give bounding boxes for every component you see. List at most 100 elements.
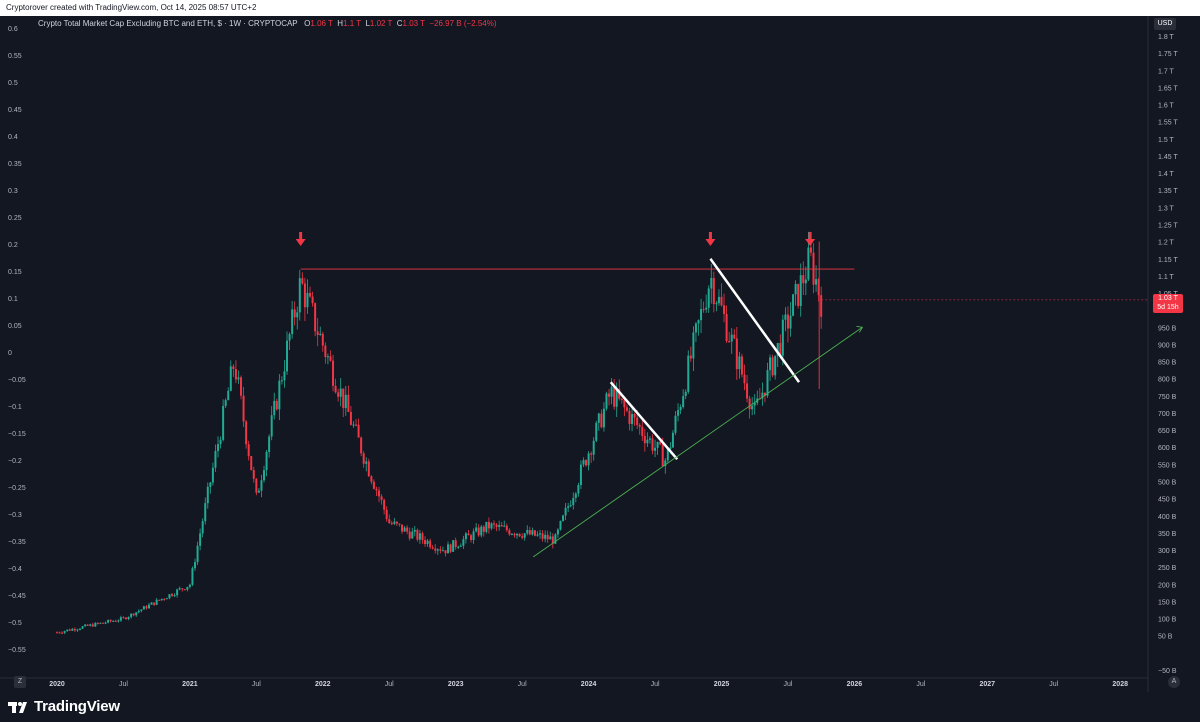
candle-body bbox=[779, 343, 782, 356]
right-tick-label: 400 B bbox=[1158, 514, 1177, 521]
tradingview-brand[interactable]: TradingView bbox=[8, 698, 120, 715]
right-tick-label: 1.6 T bbox=[1158, 103, 1175, 110]
candle-body bbox=[130, 613, 133, 618]
candle-body bbox=[467, 533, 470, 536]
candle-body bbox=[723, 305, 726, 314]
candle-body bbox=[605, 393, 608, 409]
candle-body bbox=[89, 624, 92, 626]
left-tick-label: −0.5 bbox=[8, 620, 22, 627]
low-value: 1.02 T bbox=[369, 19, 393, 28]
candle-body bbox=[431, 547, 434, 549]
candle-body bbox=[137, 610, 140, 613]
candle-body bbox=[63, 631, 66, 633]
candle-body bbox=[339, 388, 342, 397]
candle-body bbox=[720, 296, 723, 306]
candle-body bbox=[242, 395, 245, 422]
candle-body bbox=[265, 451, 268, 471]
candle-body bbox=[403, 527, 406, 532]
left-tick-label: −0.4 bbox=[8, 566, 22, 573]
zoom-button[interactable]: Z bbox=[14, 676, 26, 688]
candle-body bbox=[817, 279, 820, 296]
candle-body bbox=[196, 545, 199, 563]
candle-body bbox=[316, 331, 319, 336]
arrow-head bbox=[295, 239, 306, 246]
close-label: C bbox=[396, 19, 403, 28]
candle-body bbox=[237, 377, 240, 380]
candle-body bbox=[674, 415, 677, 433]
price-chart[interactable]: 0.6 0.55 0.5 0.45 0.4 0.35 0.3 0.25 0.2 0.15 0.1 0.… bbox=[0, 16, 1200, 692]
candle-body bbox=[748, 398, 751, 410]
candle-body bbox=[789, 315, 792, 329]
candle-body bbox=[574, 493, 577, 498]
descending-trendline bbox=[609, 381, 679, 461]
time-tick-label: 2022 bbox=[315, 681, 331, 688]
time-tick-label: Jul bbox=[783, 681, 792, 688]
candle-body bbox=[766, 370, 769, 396]
candle-body bbox=[247, 444, 250, 457]
candle-body bbox=[163, 598, 166, 600]
candle-body bbox=[643, 435, 646, 444]
last-price-value: 1.03 T bbox=[1158, 295, 1178, 302]
candle-body bbox=[222, 405, 225, 440]
candle-body bbox=[201, 521, 204, 534]
right-tick-label: 650 B bbox=[1158, 428, 1177, 435]
candle-body bbox=[142, 606, 145, 610]
candle-body bbox=[820, 295, 823, 317]
candle-body bbox=[608, 393, 611, 397]
candle-body bbox=[495, 524, 498, 527]
candle-body bbox=[554, 534, 557, 544]
candle-body bbox=[273, 400, 276, 416]
candle-body bbox=[740, 356, 743, 375]
chart-area[interactable]: 0.6 0.55 0.5 0.45 0.4 0.35 0.3 0.25 0.2 0.15 0.1 0.… bbox=[0, 16, 1200, 692]
candle-body bbox=[733, 334, 736, 339]
symbol-title[interactable]: Crypto Total Market Cap Excluding BTC an… bbox=[38, 19, 298, 28]
currency-button[interactable]: USD bbox=[1154, 18, 1176, 30]
left-tick-label: 0.1 bbox=[8, 296, 18, 303]
candle-body bbox=[321, 333, 324, 346]
candle-body bbox=[556, 529, 559, 535]
candle-body bbox=[260, 480, 263, 491]
candle-body bbox=[728, 341, 731, 343]
candle-body bbox=[705, 307, 708, 310]
high-value: 1.1 T bbox=[343, 19, 361, 28]
last-price-badge: 1.03 T 5d 15h bbox=[1153, 294, 1183, 313]
candle-body bbox=[84, 624, 87, 627]
candle-body bbox=[360, 437, 363, 454]
candle-body bbox=[145, 606, 148, 609]
right-tick-label: 450 B bbox=[1158, 497, 1177, 504]
right-tick-label: 1.4 T bbox=[1158, 171, 1175, 178]
candle-body bbox=[127, 617, 130, 620]
candle-body bbox=[401, 524, 404, 532]
time-tick-label: 2024 bbox=[581, 681, 597, 688]
candle-body bbox=[815, 279, 818, 285]
left-tick-label: −0.2 bbox=[8, 458, 22, 465]
candle-body bbox=[577, 485, 580, 494]
candle-body bbox=[301, 278, 304, 284]
right-tick-label: 1.2 T bbox=[1158, 240, 1175, 247]
candle-body bbox=[505, 525, 508, 531]
brand-name: TradingView bbox=[34, 698, 120, 715]
candle-body bbox=[493, 523, 496, 525]
candle-body bbox=[119, 617, 122, 621]
candle-body bbox=[416, 529, 419, 540]
candle-body bbox=[799, 275, 802, 306]
right-tick-label: 1.55 T bbox=[1158, 120, 1178, 127]
candle-body bbox=[148, 604, 151, 609]
candle-body bbox=[380, 496, 383, 500]
candle-body bbox=[429, 540, 432, 548]
right-tick-label: 1.75 T bbox=[1158, 51, 1178, 58]
candle-body bbox=[477, 527, 480, 536]
candle-body bbox=[229, 366, 232, 391]
candle-body bbox=[628, 410, 631, 424]
candle-body bbox=[797, 283, 800, 306]
auto-scale-button[interactable]: A bbox=[1168, 676, 1180, 688]
candle-body bbox=[449, 544, 452, 552]
candle-body bbox=[66, 629, 69, 632]
time-tick-label: Jul bbox=[252, 681, 261, 688]
candle-body bbox=[311, 296, 314, 304]
time-tick-label: Jul bbox=[518, 681, 527, 688]
candle-body bbox=[206, 486, 209, 504]
candle-body bbox=[227, 390, 230, 401]
candle-body bbox=[99, 622, 102, 624]
candle-body bbox=[234, 368, 237, 380]
